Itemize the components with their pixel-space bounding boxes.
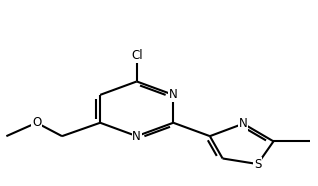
Text: O: O xyxy=(32,116,41,129)
Text: N: N xyxy=(132,130,141,143)
Text: Cl: Cl xyxy=(131,49,142,62)
Text: S: S xyxy=(254,158,261,171)
Text: N: N xyxy=(239,117,248,130)
Text: N: N xyxy=(169,88,178,101)
